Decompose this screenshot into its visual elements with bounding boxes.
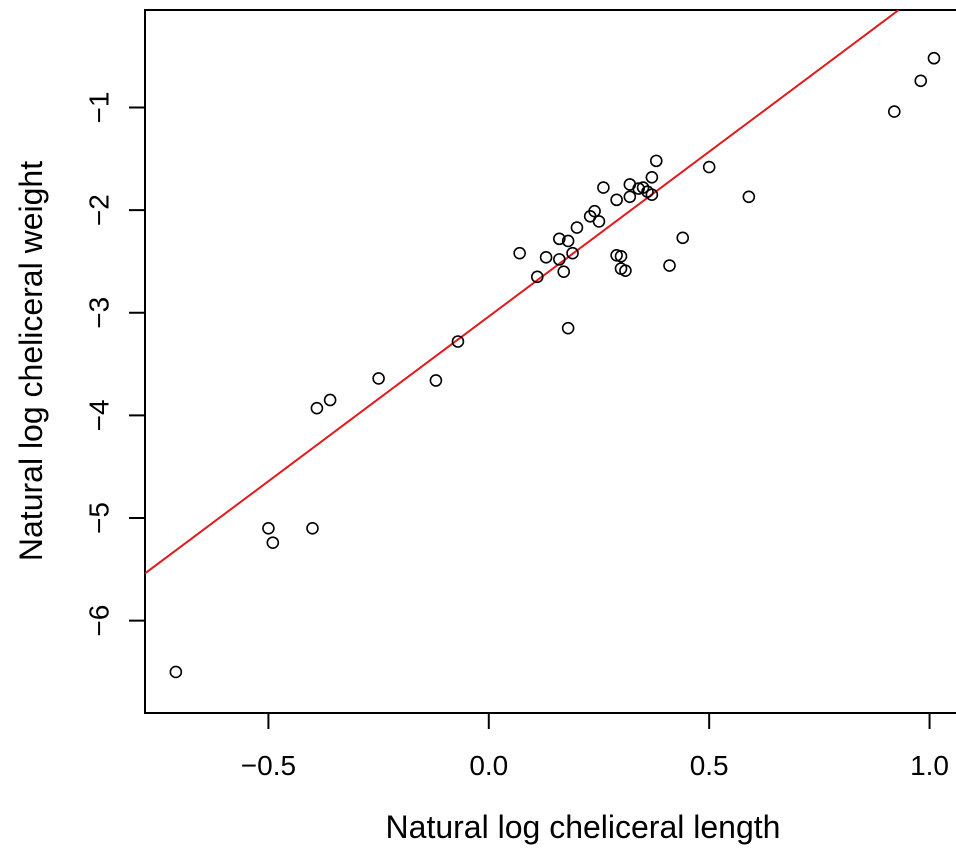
data-point xyxy=(588,204,601,218)
data-point xyxy=(742,190,756,204)
y-tick-label: −5 xyxy=(83,502,114,534)
data-point xyxy=(610,193,623,207)
data-point xyxy=(451,335,465,348)
data-point xyxy=(649,154,663,168)
data-point xyxy=(645,188,659,202)
data-point xyxy=(645,170,659,184)
data-point xyxy=(530,270,544,284)
y-tick-label: −4 xyxy=(83,399,114,431)
fit-line-layer xyxy=(145,10,900,575)
y-axis-title: Natural log cheliceral weight xyxy=(13,161,49,561)
data-point xyxy=(372,372,385,385)
x-tick-label: 0.0 xyxy=(469,750,508,781)
data-point xyxy=(323,393,337,407)
points-layer xyxy=(169,51,941,679)
plot-frame xyxy=(144,9,956,714)
data-point xyxy=(169,665,183,679)
data-point xyxy=(513,246,526,260)
x-tick-label: 1.0 xyxy=(910,750,949,781)
x-tick-label: 0.5 xyxy=(690,750,729,781)
data-point xyxy=(619,264,632,277)
data-point xyxy=(663,259,676,272)
y-tick-label: −6 xyxy=(83,605,114,637)
data-point xyxy=(553,253,566,266)
x-tick-label: −0.5 xyxy=(241,750,296,781)
data-point xyxy=(539,251,553,264)
data-point xyxy=(614,250,628,263)
data-point xyxy=(561,234,575,248)
data-point xyxy=(702,160,716,174)
data-point xyxy=(306,521,319,535)
data-point xyxy=(927,51,941,65)
y-axis: −6 −5 −4 −3 −2 −1 xyxy=(83,92,146,637)
x-axis-title: Natural log cheliceral length xyxy=(386,809,781,845)
y-tick-label: −2 xyxy=(83,194,114,226)
data-point xyxy=(262,521,275,535)
data-point xyxy=(597,181,610,194)
data-point xyxy=(592,215,606,228)
data-point xyxy=(429,374,443,387)
regression-line xyxy=(145,10,900,575)
y-tick-label: −3 xyxy=(83,297,114,329)
data-point xyxy=(557,265,571,279)
data-point xyxy=(561,321,575,335)
data-point xyxy=(676,231,690,245)
data-point xyxy=(310,401,324,415)
data-point xyxy=(553,232,566,246)
data-point xyxy=(636,181,650,194)
x-axis: −0.5 0.0 0.5 1.0 xyxy=(241,712,949,781)
y-tick-label: −1 xyxy=(83,92,114,124)
data-point xyxy=(887,105,901,118)
data-point xyxy=(914,74,928,88)
data-point xyxy=(570,221,584,234)
data-point xyxy=(623,190,637,204)
data-point xyxy=(566,246,579,260)
data-point xyxy=(266,536,280,549)
